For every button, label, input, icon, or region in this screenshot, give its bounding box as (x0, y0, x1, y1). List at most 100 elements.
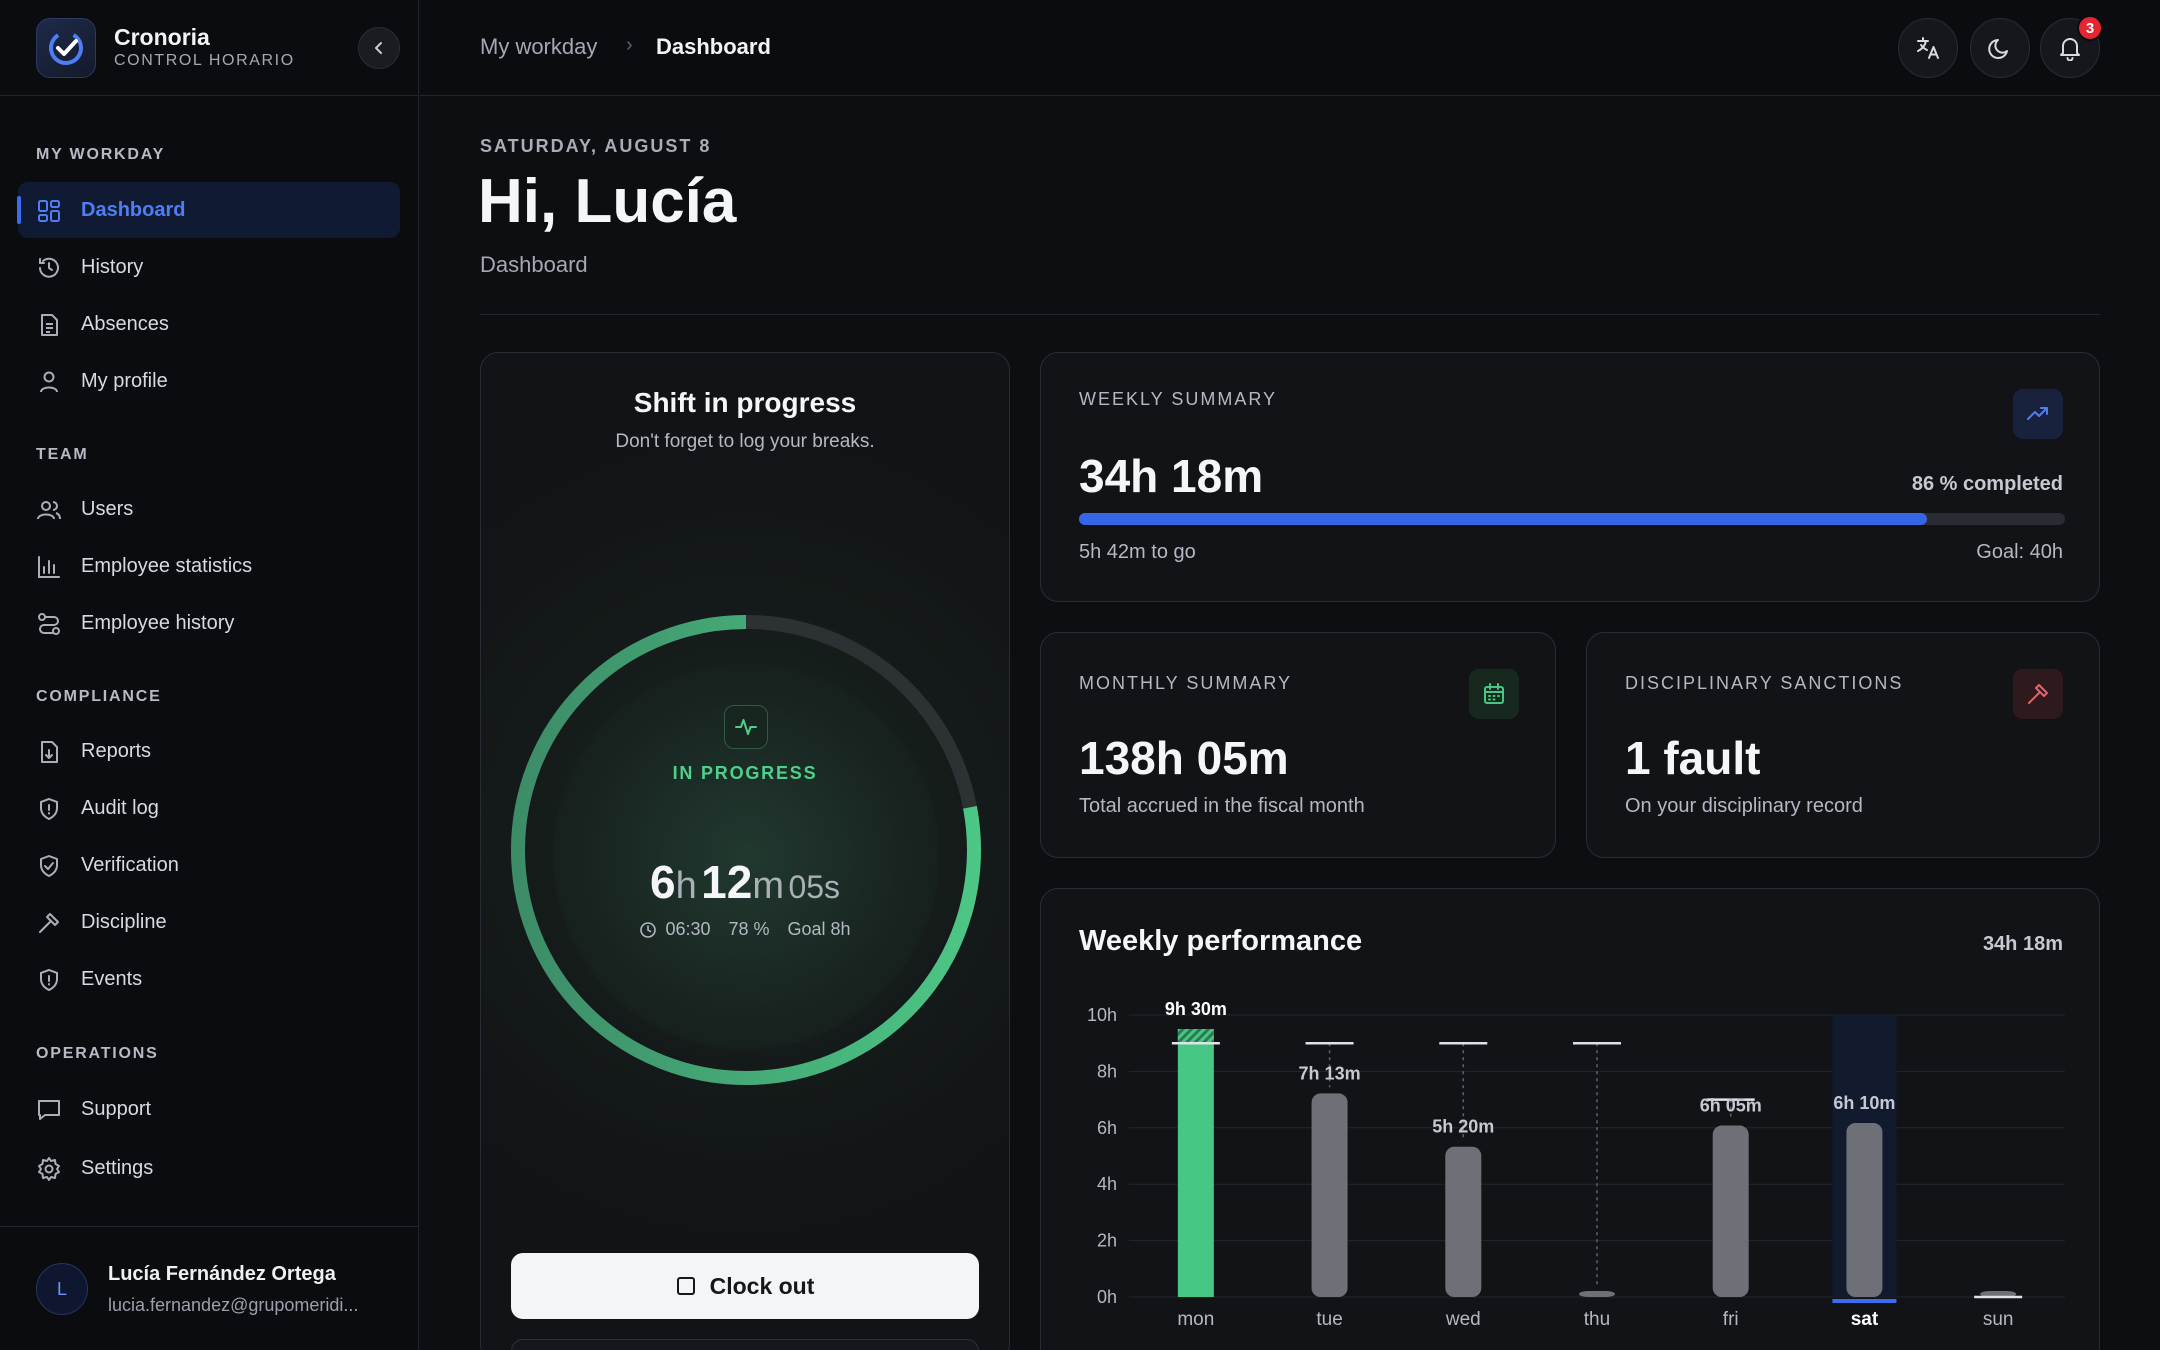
page-subtitle: Dashboard (480, 252, 588, 277)
chart-bar-tue (1311, 1093, 1348, 1297)
weekly-summary-card: WEEKLY SUMMARY 34h 18m 86 % completed 5h… (1040, 352, 2100, 602)
weekly-hours-value: 34h 18m (1079, 450, 1264, 502)
y-tick-label: 6h (1097, 1118, 1117, 1138)
document-icon (41, 314, 58, 336)
theme-toggle-button[interactable] (1970, 18, 2030, 78)
shift-progress-ring (511, 615, 981, 1085)
calendar-icon (1469, 669, 1519, 719)
sidebar-item-label: Verification (81, 853, 179, 876)
notification-count-badge: 3 (2077, 15, 2103, 41)
sidebar-item-history[interactable]: History (18, 239, 400, 295)
sidebar-item-label: Support (81, 1097, 152, 1120)
sidebar-item-label: Absences (81, 312, 169, 335)
x-tick-label: tue (1316, 1309, 1342, 1330)
breadcrumb-my-workday[interactable]: My workday (480, 34, 598, 59)
chart-bar-thu (1579, 1291, 1615, 1297)
clock-out-label: Clock out (709, 1272, 815, 1299)
timer-hours: 6 (649, 856, 676, 908)
weekly-performance-card: Weekly performance 34h 18m 0h 2h 4h 6h 8h 10h… (1040, 888, 2100, 1350)
chart-bar-fri (1712, 1125, 1749, 1297)
route-icon (38, 613, 60, 635)
translate-icon (1917, 37, 1939, 59)
sanctions-subtitle: On your disciplinary record (1625, 795, 1863, 817)
y-tick-label: 8h (1097, 1061, 1117, 1081)
shift-card: Shift in progress Don't forget to log yo… (480, 352, 1010, 1350)
sidebar-item-events[interactable]: Events (18, 951, 400, 1007)
breadcrumb-separator-icon: › (626, 34, 633, 56)
user-email: lucia.fernandez@grupomeridi... (108, 1295, 359, 1315)
sidebar-item-audit-log[interactable]: Audit log (18, 780, 400, 836)
nav-section-team: TEAM (36, 446, 89, 463)
bar-value-label: 9h 30m (1165, 999, 1227, 1019)
timer-hours-unit: h (675, 865, 697, 907)
sidebar-item-discipline[interactable]: Discipline (18, 894, 400, 950)
weekly-percent: 86 % completed (1911, 473, 2063, 495)
topbar: My workday › Dashboard 3 (420, 0, 2160, 96)
monthly-hours-value: 138h 05m (1079, 732, 1289, 784)
weekly-progress-bar (1079, 513, 2065, 525)
brand-header: Cronoria CONTROL HORARIO (0, 0, 418, 96)
shift-timer: 6h 12m 05s (481, 855, 1009, 909)
timer-minutes-unit: m (752, 865, 784, 907)
y-tick-label: 0h (1097, 1287, 1117, 1307)
shift-start-time: 06:30 (665, 919, 711, 939)
weekly-goal: Goal: 40h (1976, 541, 2063, 563)
shield-exclamation-icon (40, 968, 58, 992)
sidebar-item-employee-statistics[interactable]: Employee statistics (18, 538, 400, 594)
y-tick-label: 2h (1097, 1231, 1117, 1251)
sidebar-item-absences[interactable]: Absences (18, 296, 400, 352)
shift-start: 06:30 (639, 919, 710, 940)
bar-value-label: 5h 20m (1432, 1117, 1494, 1137)
weekly-summary-label: WEEKLY SUMMARY (1079, 389, 1278, 409)
sidebar-item-settings[interactable]: Settings (18, 1140, 400, 1196)
clock-out-button[interactable]: Clock out (511, 1253, 979, 1319)
timer-seconds: 05s (788, 869, 841, 905)
x-tick-label: sun (1983, 1309, 2014, 1330)
app-name: Cronoria (114, 24, 210, 50)
shift-title: Shift in progress (633, 387, 857, 418)
monthly-summary-subtitle: Total accrued in the fiscal month (1079, 795, 1365, 817)
bar-value-label: 6h 05m (1700, 1096, 1762, 1116)
weekly-performance-chart: 0h 2h 4h 6h 8h 10h 9h 30m mon 7h 13m tue 5h 20m wed… (1087, 999, 2065, 1330)
chart-bar-wed (1445, 1146, 1482, 1297)
x-tick-label: thu (1584, 1309, 1610, 1330)
sidebar-item-employee-history[interactable]: Employee history (18, 595, 400, 651)
sidebar-item-label: Audit log (81, 796, 159, 819)
sidebar-item-label: Employee history (81, 611, 235, 634)
secondary-action-button[interactable] (511, 1339, 979, 1350)
collapse-sidebar-button[interactable] (358, 27, 400, 69)
sidebar-item-label: History (81, 255, 144, 278)
y-tick-label: 4h (1097, 1174, 1117, 1194)
sidebar-item-label: Discipline (81, 910, 167, 933)
sidebar-item-label: Reports (81, 739, 152, 762)
monthly-summary-label: MONTHLY SUMMARY (1079, 673, 1293, 693)
disciplinary-sanctions-card: DISCIPLINARY SANCTIONS 1 fault On your d… (1586, 632, 2100, 858)
chevron-left-icon (375, 42, 382, 54)
chart-bar-mon (1177, 1029, 1214, 1297)
sidebar-item-reports[interactable]: Reports (18, 723, 400, 779)
monthly-summary-card: MONTHLY SUMMARY 138h 05m Total accrued i… (1040, 632, 1556, 858)
nav-section-operations: OPERATIONS (36, 1045, 159, 1062)
gear-icon (38, 1157, 60, 1181)
breadcrumb-current: Dashboard (656, 34, 771, 59)
sidebar-item-support[interactable]: Support (18, 1081, 400, 1137)
sidebar-item-my-profile[interactable]: My profile (18, 353, 400, 409)
sidebar-item-users[interactable]: Users (18, 481, 400, 537)
app-logo-icon (36, 18, 96, 78)
message-icon (38, 1100, 60, 1120)
language-button[interactable] (1898, 18, 1958, 78)
chart-total: 34h 18m (1982, 933, 2063, 955)
timer-minutes: 12 (701, 856, 753, 908)
shift-status: IN PROGRESS (672, 763, 818, 783)
nav-section-my-workday: MY WORKDAY (36, 146, 166, 163)
weekly-progress-fill (1079, 513, 1927, 525)
grid-icon (38, 200, 60, 222)
stop-square-icon (676, 1277, 695, 1295)
user-profile-box[interactable]: L Lucía Fernández Ortega lucia.fernandez… (0, 1226, 418, 1350)
notifications-button[interactable]: 3 (2040, 15, 2103, 78)
sidebar-item-verification[interactable]: Verification (18, 837, 400, 893)
activity-icon (724, 705, 768, 749)
sidebar-item-label: Dashboard (81, 198, 186, 221)
shield-check-icon (40, 855, 58, 877)
sidebar-item-dashboard[interactable]: Dashboard (17, 182, 400, 238)
